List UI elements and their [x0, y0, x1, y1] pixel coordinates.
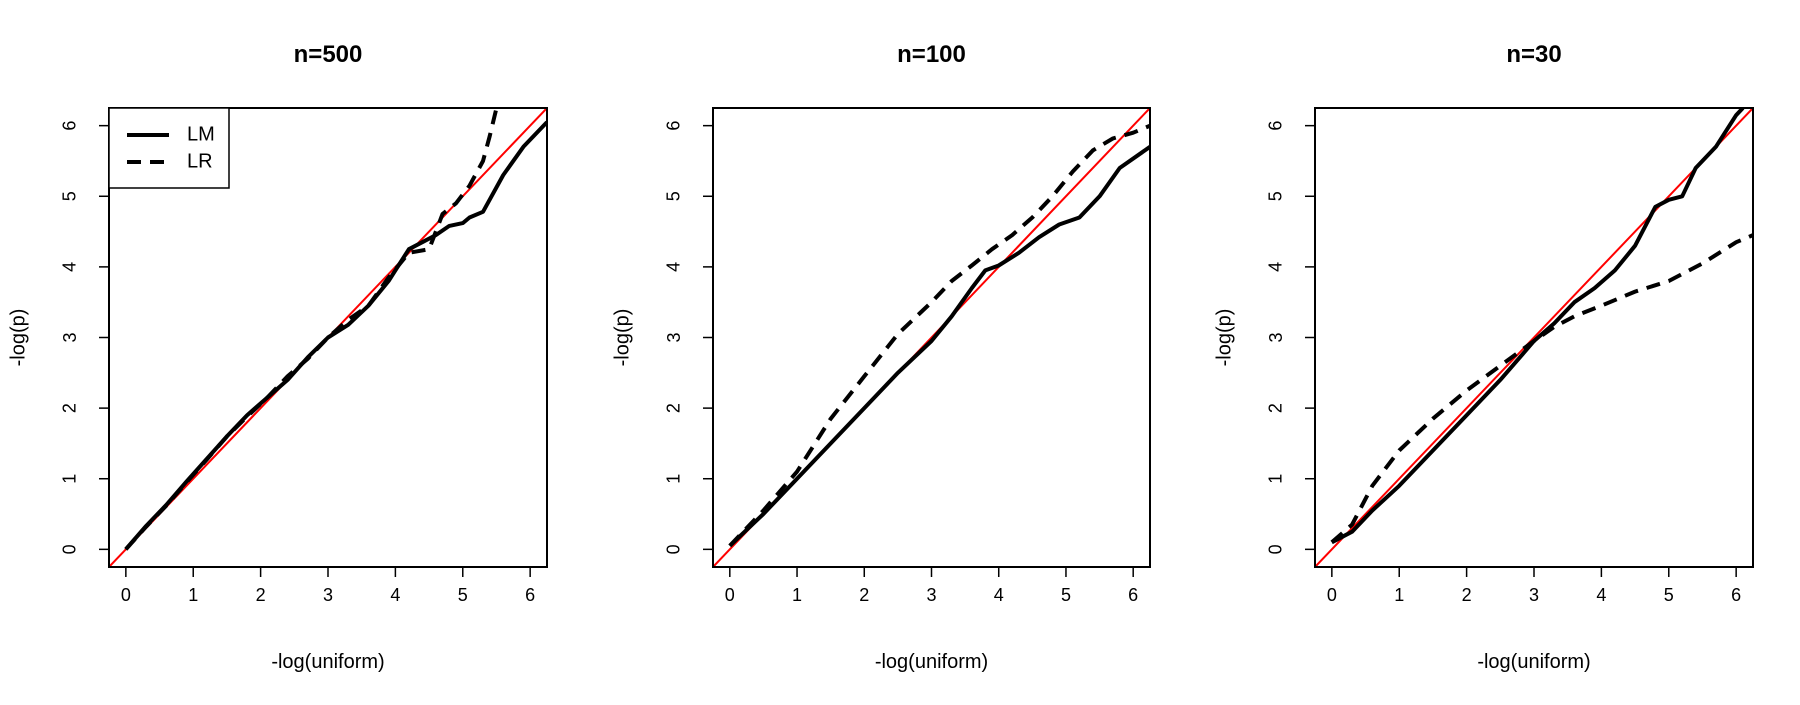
x-tick-label: 2	[1462, 585, 1472, 605]
y-tick-label: 4	[60, 262, 80, 272]
series-line-lm	[1330, 108, 1745, 545]
x-axis-label: -log(uniform)	[1477, 651, 1590, 673]
y-tick-label: 0	[60, 544, 80, 554]
x-tick-label: 6	[525, 585, 535, 605]
chart-title: n=30	[1506, 41, 1561, 68]
y-tick-label: 5	[60, 191, 80, 201]
y-tick-label: 1	[664, 474, 684, 484]
panel-1: 0 1 2 3 4 5 6 0 1 2 3 4 5 6 n=500 -log(uniform) -log(p) L…	[7, 41, 548, 673]
x-tick-label: 4	[390, 585, 400, 605]
y-axis-label: -log(p)	[1213, 309, 1235, 367]
x-tick-label: 1	[1394, 585, 1404, 605]
x-tick-label: 0	[725, 585, 735, 605]
y-tick-label: 6	[664, 121, 684, 131]
y-tick-label: 2	[664, 403, 684, 413]
y-axis-label: -log(p)	[611, 309, 633, 367]
legend-label-lm: LM	[187, 123, 215, 145]
series-line-lr	[1330, 233, 1753, 544]
x-tick-label: 3	[926, 585, 936, 605]
x-tick-label: 0	[1327, 585, 1337, 605]
y-tick-label: 3	[60, 332, 80, 342]
x-tick-label: 0	[121, 585, 131, 605]
reference-line	[1315, 108, 1753, 567]
series-line-lm	[728, 145, 1150, 548]
y-tick-label: 5	[1266, 191, 1286, 201]
y-tick-label: 3	[1266, 332, 1286, 342]
y-axis-label: -log(p)	[7, 309, 29, 367]
y-tick-label: 6	[60, 121, 80, 131]
x-tick-label: 3	[1529, 585, 1539, 605]
x-tick-label: 1	[188, 585, 198, 605]
x-tick-label: 3	[323, 585, 333, 605]
x-tick-label: 6	[1128, 585, 1138, 605]
x-tick-label: 4	[1596, 585, 1606, 605]
y-tick-label: 1	[60, 474, 80, 484]
legend-label-lr: LR	[187, 150, 213, 172]
series-line-lr	[124, 108, 499, 551]
x-tick-label: 5	[1664, 585, 1674, 605]
y-tick-label: 2	[60, 403, 80, 413]
panel-3: 0 1 2 3 4 5 6 0 1 2 3 4 5 6 n=30 -log(uniform) -log(p)	[1213, 41, 1754, 673]
x-tick-label: 5	[1061, 585, 1071, 605]
y-tick-label: 4	[1266, 262, 1286, 272]
y-tick-label: 0	[664, 544, 684, 554]
y-tick-label: 6	[1266, 121, 1286, 131]
y-tick-label: 5	[664, 191, 684, 201]
legend: LM LR	[108, 107, 230, 189]
x-axis-label: -log(uniform)	[875, 651, 988, 673]
x-tick-label: 5	[458, 585, 468, 605]
x-tick-label: 6	[1731, 585, 1741, 605]
y-tick-label: 1	[1266, 474, 1286, 484]
x-tick-label: 2	[256, 585, 266, 605]
legend-box	[108, 107, 230, 189]
chart-title: n=500	[294, 41, 363, 68]
x-tick-label: 1	[792, 585, 802, 605]
x-tick-label: 2	[859, 585, 869, 605]
y-tick-label: 0	[1266, 544, 1286, 554]
x-tick-label: 4	[994, 585, 1004, 605]
panel-2: 0 1 2 3 4 5 6 0 1 2 3 4 5 6 n=100 -log(uniform) -log(p)	[611, 41, 1151, 673]
y-tick-label: 2	[1266, 403, 1286, 413]
x-axis-label: -log(uniform)	[271, 651, 384, 673]
chart-title: n=100	[897, 41, 966, 68]
y-tick-label: 4	[664, 262, 684, 272]
y-tick-label: 3	[664, 332, 684, 342]
